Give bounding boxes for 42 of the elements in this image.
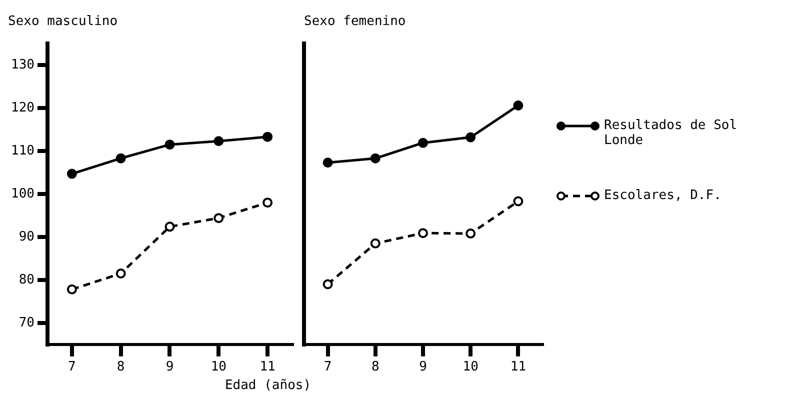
point [466, 132, 476, 142]
y-tick-label: 110 [10, 143, 34, 158]
x-tick-label: 7 [324, 360, 332, 375]
y-tick-label: 90 [18, 229, 34, 244]
point [66, 168, 77, 179]
x-tick-label: 11 [260, 360, 276, 375]
point [418, 228, 428, 238]
point [322, 158, 333, 168]
point [116, 153, 126, 164]
point [370, 238, 380, 248]
point [214, 136, 224, 146]
point [214, 213, 224, 224]
x-tick-label: 7 [68, 360, 76, 375]
point [66, 284, 77, 294]
x-tick-label: 11 [510, 360, 526, 375]
point [262, 132, 273, 142]
point [262, 198, 273, 208]
y-tick-label: 130 [10, 57, 34, 72]
y-tick-label: 120 [10, 100, 34, 116]
point [418, 138, 428, 148]
x-axis-title: Edad (años) [224, 378, 312, 393]
point [513, 100, 524, 110]
point [513, 196, 524, 206]
legend-label: Escolares, D.F. [604, 188, 722, 203]
y-tick-label: 80 [18, 272, 34, 288]
point [164, 222, 175, 232]
point [322, 279, 333, 290]
x-tick-label: 9 [419, 360, 427, 375]
point [116, 268, 126, 278]
point [370, 153, 380, 164]
y-tick-label: 100 [10, 186, 34, 202]
x-tick-label: 8 [371, 360, 380, 375]
point [466, 228, 476, 239]
chart-title: Sexo femenino [304, 14, 406, 30]
x-tick-label: 10 [210, 360, 226, 375]
x-tick-label: 8 [116, 360, 125, 375]
x-tick-label: 9 [166, 360, 174, 375]
point [164, 140, 175, 150]
chart-title: Sexo masculino [8, 14, 118, 30]
y-tick-label: 70 [18, 315, 34, 330]
legend-label: Resultados de Sol Londe [604, 118, 738, 148]
x-tick-label: 10 [462, 360, 478, 375]
